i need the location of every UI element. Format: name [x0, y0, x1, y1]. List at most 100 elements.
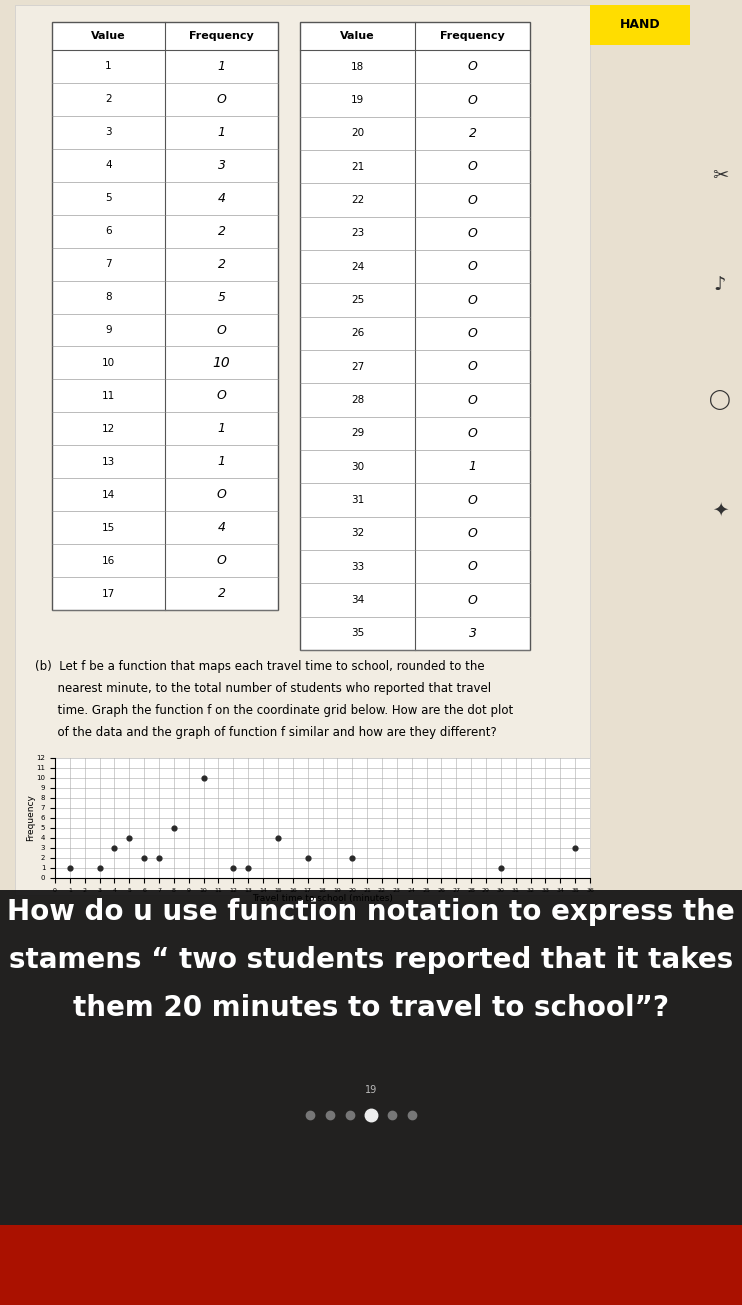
Text: 25: 25 — [351, 295, 364, 305]
Text: 18: 18 — [351, 61, 364, 72]
Text: 4: 4 — [217, 192, 226, 205]
Text: ♪: ♪ — [714, 275, 726, 295]
Text: 28: 28 — [351, 395, 364, 405]
Text: 32: 32 — [351, 529, 364, 539]
Point — [302, 847, 314, 868]
Point — [138, 847, 150, 868]
Text: 24: 24 — [351, 262, 364, 271]
Text: 9: 9 — [105, 325, 112, 335]
Text: 2: 2 — [217, 587, 226, 600]
Text: 3: 3 — [468, 626, 476, 639]
Text: 19: 19 — [351, 95, 364, 104]
Point — [227, 857, 239, 878]
Text: nearest minute, to the total number of students who reported that travel: nearest minute, to the total number of s… — [35, 683, 491, 696]
Text: 4: 4 — [105, 161, 112, 170]
Text: O: O — [217, 93, 226, 106]
Bar — [0, 1225, 742, 1305]
Text: O: O — [217, 488, 226, 501]
Text: 1: 1 — [217, 125, 226, 138]
Bar — [52, 22, 278, 609]
Text: 19: 19 — [365, 1084, 377, 1095]
Point — [347, 847, 358, 868]
Text: O: O — [467, 193, 477, 206]
Text: How do u use function notation to express the: How do u use function notation to expres… — [7, 898, 735, 927]
Text: O: O — [467, 94, 477, 107]
Text: 26: 26 — [351, 329, 364, 338]
Text: O: O — [467, 227, 477, 240]
Text: ✦: ✦ — [712, 501, 728, 519]
Bar — [300, 22, 530, 650]
Text: 1: 1 — [217, 423, 226, 436]
Y-axis label: Frequency: Frequency — [26, 795, 35, 842]
Text: them 20 minutes to travel to school”?: them 20 minutes to travel to school”? — [73, 994, 669, 1022]
Text: 1: 1 — [105, 61, 112, 72]
Point — [197, 767, 209, 788]
Text: 2: 2 — [217, 257, 226, 270]
Text: Frequency: Frequency — [189, 31, 254, 40]
Text: 2: 2 — [217, 224, 226, 238]
Text: 11: 11 — [102, 392, 115, 401]
Text: 10: 10 — [213, 356, 230, 369]
Text: 22: 22 — [351, 194, 364, 205]
Text: HAND: HAND — [620, 18, 660, 31]
Point — [108, 838, 120, 859]
Text: 2: 2 — [468, 127, 476, 140]
Text: 33: 33 — [351, 561, 364, 572]
Text: stamens “ two students reported that it takes: stamens “ two students reported that it … — [9, 946, 733, 974]
Text: O: O — [467, 360, 477, 373]
Text: O: O — [467, 394, 477, 406]
Text: 35: 35 — [351, 628, 364, 638]
Text: O: O — [467, 527, 477, 540]
Text: 14: 14 — [102, 489, 115, 500]
Text: O: O — [217, 389, 226, 402]
Text: O: O — [467, 493, 477, 506]
Text: 30: 30 — [351, 462, 364, 471]
Text: O: O — [467, 260, 477, 273]
Text: Frequency: Frequency — [440, 31, 505, 40]
Text: ◯: ◯ — [709, 390, 731, 410]
Text: 29: 29 — [351, 428, 364, 438]
X-axis label: Travel time to school (minutes): Travel time to school (minutes) — [252, 894, 393, 903]
Text: 5: 5 — [217, 291, 226, 304]
Point — [495, 857, 507, 878]
Text: 3: 3 — [105, 128, 112, 137]
Text: O: O — [467, 560, 477, 573]
Text: 12: 12 — [102, 424, 115, 433]
Text: time. Graph the function f on the coordinate grid below. How are the dot plot: time. Graph the function f on the coordi… — [35, 703, 513, 716]
Text: 34: 34 — [351, 595, 364, 606]
Point — [569, 838, 581, 859]
Text: O: O — [217, 324, 226, 337]
Text: 4: 4 — [217, 521, 226, 534]
Text: O: O — [467, 60, 477, 73]
Text: 23: 23 — [351, 228, 364, 239]
Text: of the data and the graph of function f similar and how are they different?: of the data and the graph of function f … — [35, 726, 496, 739]
Text: O: O — [467, 326, 477, 339]
Point — [242, 857, 254, 878]
Point — [153, 847, 165, 868]
Text: 13: 13 — [102, 457, 115, 467]
Text: 2: 2 — [105, 94, 112, 104]
Bar — [0, 890, 742, 1305]
Text: 6: 6 — [105, 226, 112, 236]
Text: 20: 20 — [351, 128, 364, 138]
Text: 15: 15 — [102, 522, 115, 532]
Text: 5: 5 — [105, 193, 112, 204]
Text: 1: 1 — [217, 60, 226, 73]
Text: O: O — [467, 294, 477, 307]
Text: 8: 8 — [105, 292, 112, 301]
Text: O: O — [467, 161, 477, 174]
Text: 1: 1 — [217, 455, 226, 468]
Text: 1: 1 — [468, 461, 476, 474]
Text: 17: 17 — [102, 589, 115, 599]
Point — [93, 857, 105, 878]
Text: O: O — [467, 427, 477, 440]
Text: O: O — [217, 555, 226, 568]
Text: Value: Value — [91, 31, 126, 40]
Point — [64, 857, 76, 878]
Text: O: O — [467, 594, 477, 607]
Text: 16: 16 — [102, 556, 115, 565]
Text: 7: 7 — [105, 260, 112, 269]
Point — [272, 827, 284, 848]
Text: ✂: ✂ — [712, 166, 728, 184]
Text: (b)  Let f be a function that maps each travel time to school, rounded to the: (b) Let f be a function that maps each t… — [35, 660, 485, 673]
